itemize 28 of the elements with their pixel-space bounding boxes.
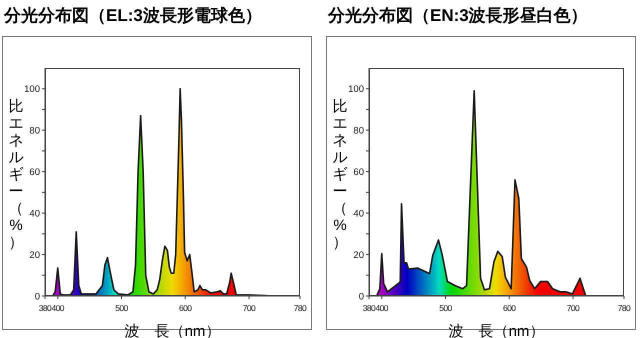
- x-tick-label: 380: [362, 303, 376, 313]
- x-tick-label: 600: [503, 303, 516, 313]
- y-tick-label: 40: [29, 208, 40, 220]
- y-tick-label: 20: [353, 250, 364, 261]
- y-tick-label: 80: [29, 126, 40, 137]
- x-tick-label: 500: [439, 303, 453, 313]
- y-tick-label: 20: [29, 250, 40, 261]
- x-tick-label: 700: [242, 303, 256, 313]
- x-tick-label: 700: [566, 303, 580, 313]
- y-tick-label: 40: [353, 208, 364, 220]
- y-tick-label: 100: [24, 84, 40, 96]
- x-tick-label: 400: [52, 303, 65, 313]
- y-tick-label: 100: [348, 84, 364, 96]
- x-tick-label: 500: [115, 303, 129, 313]
- x-tick-label: 400: [376, 303, 389, 313]
- x-tick-label: 600: [179, 303, 192, 313]
- text: 比エネルギー（%）: [8, 98, 24, 251]
- y-tick-label: 0: [358, 291, 364, 302]
- y-tick-label: 80: [353, 126, 364, 137]
- chart-title: 分光分布図（EL:3波長形電球色）: [4, 5, 262, 27]
- x-tick-label: 380: [38, 303, 52, 313]
- x-tick-label: 780: [618, 303, 632, 313]
- y-tick-label: 60: [29, 167, 40, 178]
- y-tick-label: 60: [353, 167, 364, 178]
- chart-title: 分光分布図（EN:3波長形昼白色）: [328, 5, 588, 27]
- x-tick-label: 780: [294, 303, 308, 313]
- text: 比エネルギー（%）: [332, 98, 348, 251]
- y-tick-label: 0: [34, 291, 40, 302]
